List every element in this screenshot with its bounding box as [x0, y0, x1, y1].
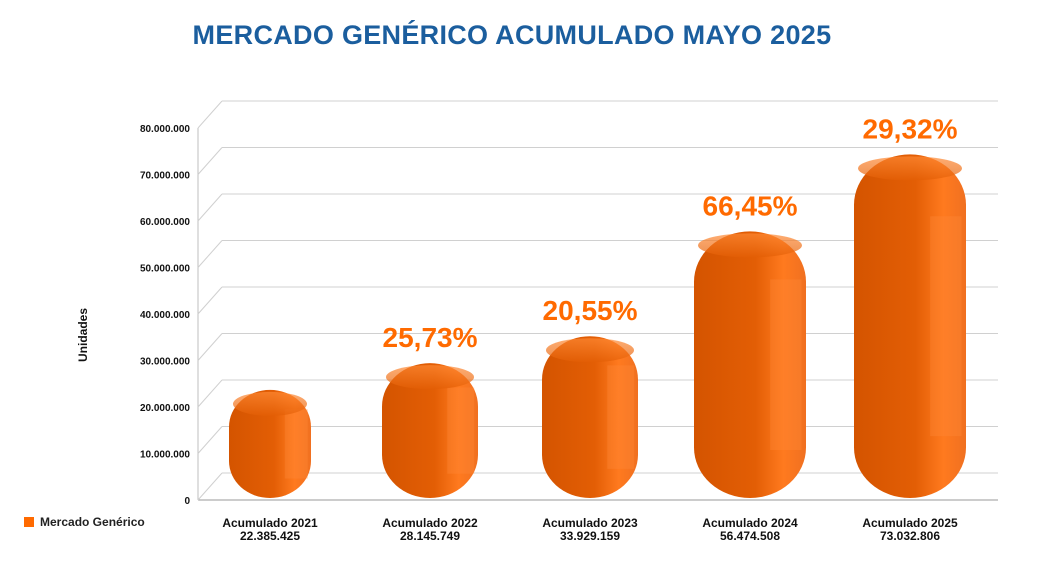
- growth-label: 20,55%: [543, 295, 638, 326]
- x-value-label: 33.929.159: [560, 529, 620, 543]
- x-value-label: 22.385.425: [240, 529, 300, 543]
- gridline-depth: [197, 426, 223, 454]
- y-tick-label: 0: [184, 496, 190, 507]
- bar-highlight: [284, 409, 308, 479]
- x-category-label: Acumulado 2023: [542, 516, 638, 530]
- bar-cap: [233, 391, 307, 416]
- y-tick-label: 20.000.000: [140, 403, 190, 414]
- x-category-label: Acumulado 2021: [222, 516, 318, 530]
- bar: [854, 154, 966, 498]
- bar: [382, 363, 478, 498]
- gridline-depth: [197, 147, 223, 175]
- bar-cap: [698, 233, 802, 258]
- bar-cap: [858, 156, 962, 181]
- bar-highlight: [447, 387, 475, 474]
- y-tick-label: 80.000.000: [140, 124, 190, 135]
- legend-label: Mercado Genérico: [40, 515, 145, 529]
- bar-highlight: [607, 365, 635, 469]
- y-tick-label: 40.000.000: [140, 310, 190, 321]
- x-value-label: 28.145.749: [400, 529, 460, 543]
- growth-label: 29,32%: [863, 113, 958, 144]
- y-axis-label: Unidades: [76, 307, 91, 363]
- gridline-depth: [197, 240, 223, 268]
- growth-label: 25,73%: [383, 322, 478, 353]
- x-value-label: 56.474.508: [720, 529, 780, 543]
- bar: [694, 231, 806, 498]
- bar: [229, 389, 311, 498]
- bar-highlight: [770, 279, 802, 451]
- gridline-depth: [197, 286, 223, 315]
- chart-title: MERCADO GENÉRICO ACUMULADO MAYO 2025: [192, 20, 832, 50]
- bar: [542, 336, 638, 498]
- x-value-label: 73.032.806: [880, 529, 940, 543]
- legend: Mercado Genérico: [24, 515, 145, 529]
- gridline-depth: [197, 333, 223, 361]
- legend-swatch: [24, 517, 34, 527]
- gridline-depth: [197, 100, 223, 129]
- growth-label: 66,45%: [703, 190, 798, 221]
- x-category-label: Acumulado 2025: [862, 516, 958, 530]
- y-tick-label: 10.000.000: [140, 450, 190, 461]
- x-category-label: Acumulado 2022: [382, 516, 478, 530]
- x-category-label: Acumulado 2024: [702, 516, 798, 530]
- y-tick-label: 60.000.000: [140, 217, 190, 228]
- bar-cap: [546, 338, 634, 363]
- y-tick-label: 30.000.000: [140, 357, 190, 368]
- bar-cap: [386, 365, 474, 390]
- y-tick-label: 70.000.000: [140, 171, 190, 182]
- y-tick-label: 50.000.000: [140, 264, 190, 275]
- bar-highlight: [930, 216, 962, 437]
- gridline-depth: [197, 193, 223, 222]
- gridline-depth: [197, 472, 223, 501]
- gridline-depth: [197, 379, 223, 408]
